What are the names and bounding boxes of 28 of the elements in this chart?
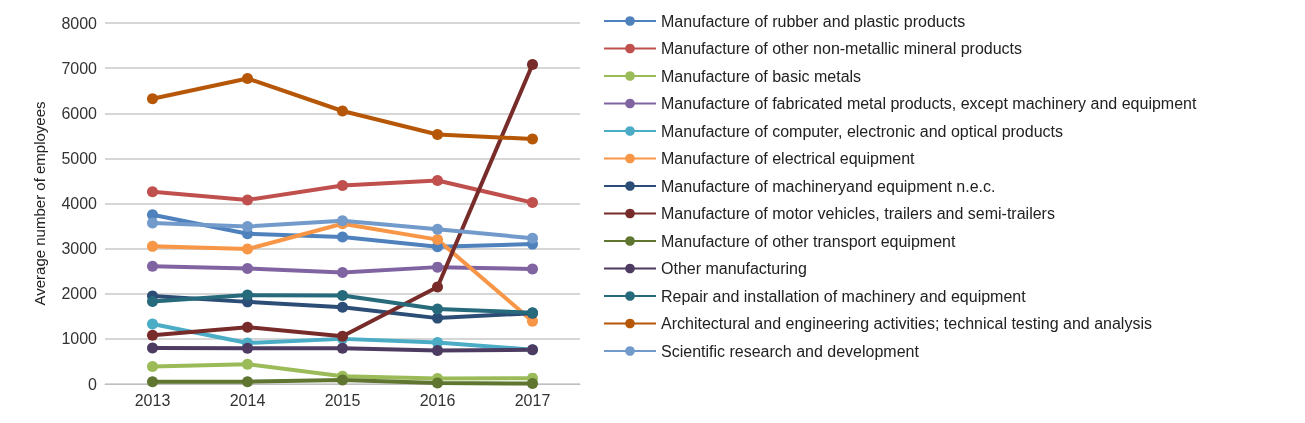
y-tick-label: 1000 [61,330,98,348]
legend-label: Manufacture of machineryand equipment n.e.c. [661,177,996,195]
y-tick-label: 6000 [61,104,98,122]
x-tick-label: 2013 [134,391,171,409]
legend-label: Other manufacturing [661,260,807,277]
legend-label: Manufacture of motor vehicles, trailers and semi-trailers [661,205,1055,222]
x-tick-label: 2015 [324,391,361,409]
y-tick-label: 5000 [61,149,98,167]
y-axis-title: Average number of employees [31,101,48,306]
legend-label: Manufacture of basic metals [661,67,862,85]
legend-label: Manufacture of computer, electronic and optical products [661,122,1063,140]
x-tick-label: 2016 [419,391,456,409]
y-tick-label: 0 [88,375,98,393]
legend-label: Manufacture of fabricated metal products, except machinery and equipment [661,95,1197,112]
x-tick-label: 2017 [514,391,551,409]
legend-label: Manufacture of other non-metallic mineral products [661,40,1023,57]
x-tick-label: 2014 [229,391,266,409]
legend-label: Manufacture of other transport equipment [661,232,956,250]
legend-label: Scientific research and development [661,342,920,360]
legend-label: Manufacture of rubber and plastic products [661,12,966,30]
y-tick-label: 4000 [61,195,98,212]
y-tick-label: 2000 [61,285,98,303]
legend-label: Architectural and engineering activities; technical testing and analysis [661,315,1152,332]
legend-label: Repair and installation of machinery and equipment [661,287,1027,305]
y-tick-label: 8000 [61,14,98,32]
y-tick-label: 7000 [61,59,98,77]
y-tick-label: 3000 [61,240,98,258]
legend-label: Manufacture of electrical equipment [661,150,916,167]
